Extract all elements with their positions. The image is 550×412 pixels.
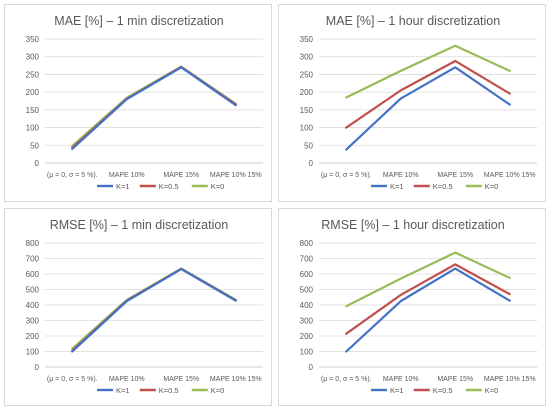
chart-rmse-1hour: RMSE [%] – 1 hour discretization 0 100 200 3… <box>278 208 546 406</box>
x-tick-label: (μ = 0, σ = 5 %). <box>321 376 372 383</box>
series-line-k-0-5 <box>345 263 511 335</box>
y-tick-label: 600 <box>300 270 314 279</box>
x-tick-label: MAPE 10% <box>109 172 145 179</box>
x-tick-label: (μ = 0, σ = 5 %). <box>47 376 98 383</box>
legend-label: K=0.5 <box>433 386 453 395</box>
y-tick-label: 400 <box>26 301 40 310</box>
chart-mae-1hour: MAE [%] – 1 hour discretization 0 50 100 150… <box>278 4 546 202</box>
x-tick-label: MAPE 10% <box>383 172 419 179</box>
x-tick-label: MAPE 10% 15% <box>210 376 262 383</box>
legend-label: K=1 <box>116 386 130 395</box>
y-tick-label: 100 <box>26 348 40 357</box>
x-tick-label: (μ = 0, σ = 5 %). <box>47 172 98 179</box>
y-tick-label: 200 <box>300 88 314 97</box>
x-tick-label: MAPE 10% 15% <box>210 172 262 179</box>
series-line-k-0-5 <box>71 65 237 149</box>
chart-title: MAE [%] – 1 min discretization <box>54 14 224 28</box>
y-tick-label: 250 <box>300 70 314 79</box>
y-tick-label: 0 <box>309 159 314 168</box>
y-tick-label: 500 <box>26 286 40 295</box>
legend-label: K=0.5 <box>433 182 453 191</box>
chart-svg: RMSE [%] – 1 min discretization 0 100 200 30… <box>26 218 263 395</box>
y-tick-label: 200 <box>300 332 314 341</box>
y-tick-label: 0 <box>35 363 40 372</box>
x-tick-label: MAPE 10% 15% <box>484 172 536 179</box>
y-tick-label: 800 <box>26 239 40 248</box>
y-tick-label: 0 <box>309 363 314 372</box>
legend-label: K=0 <box>485 182 499 191</box>
y-tick-label: 300 <box>300 317 314 326</box>
chart-rmse-1min: RMSE [%] – 1 min discretization 0 100 200 30… <box>4 208 272 406</box>
chart-title: MAE [%] – 1 hour discretization <box>326 14 500 28</box>
y-tick-label: 350 <box>300 35 314 44</box>
chart-title: RMSE [%] – 1 hour discretization <box>321 218 504 232</box>
series-line-k-1 <box>345 267 511 353</box>
series-line-k-0-5 <box>71 267 237 352</box>
y-tick-label: 300 <box>300 53 314 62</box>
x-tick-label: MAPE 15% <box>437 376 473 383</box>
x-tick-label: (μ = 0, σ = 5 %). <box>321 172 372 179</box>
y-tick-label: 50 <box>304 141 313 150</box>
chart-svg: RMSE [%] – 1 hour discretization 0 100 200 3… <box>300 218 537 395</box>
legend-label: K=1 <box>390 386 404 395</box>
x-tick-label: MAPE 15% <box>163 376 199 383</box>
legend-label: K=0.5 <box>159 386 179 395</box>
y-tick-label: 300 <box>26 53 40 62</box>
y-tick-label: 350 <box>26 35 40 44</box>
y-tick-label: 300 <box>26 317 40 326</box>
y-tick-label: 200 <box>26 332 40 341</box>
y-tick-label: 200 <box>26 88 40 97</box>
series-line-k-1 <box>71 267 237 353</box>
y-tick-label: 250 <box>26 70 40 79</box>
legend-label: K=1 <box>390 182 404 191</box>
series-line-k-0 <box>71 267 237 350</box>
x-tick-label: MAPE 10% 15% <box>484 376 536 383</box>
series-line-k-0 <box>345 251 511 308</box>
y-tick-label: 100 <box>300 348 314 357</box>
series-line-k-0-5 <box>345 59 511 129</box>
y-tick-label: 100 <box>26 124 40 133</box>
y-tick-label: 150 <box>26 106 40 115</box>
legend-label: K=0 <box>211 182 225 191</box>
chart-svg: MAE [%] – 1 hour discretization 0 50 100 150… <box>300 14 537 191</box>
x-tick-label: MAPE 15% <box>163 172 199 179</box>
chart-svg: MAE [%] – 1 min discretization 0 50 100 150 2… <box>26 14 263 191</box>
x-tick-label: MAPE 10% <box>383 376 419 383</box>
y-tick-label: 150 <box>300 106 314 115</box>
series-line-k-1 <box>71 66 237 150</box>
y-tick-label: 100 <box>300 124 314 133</box>
x-tick-label: MAPE 15% <box>437 172 473 179</box>
y-tick-label: 600 <box>26 270 40 279</box>
series-line-k-0 <box>345 44 511 99</box>
y-tick-label: 500 <box>300 286 314 295</box>
legend-label: K=1 <box>116 182 130 191</box>
y-tick-label: 800 <box>300 239 314 248</box>
legend-label: K=0 <box>211 386 225 395</box>
y-tick-label: 400 <box>300 301 314 310</box>
series-line-k-0 <box>71 65 237 148</box>
y-tick-label: 700 <box>26 255 40 264</box>
chart-mae-1min: MAE [%] – 1 min discretization 0 50 100 150 2… <box>4 4 272 202</box>
y-tick-label: 50 <box>30 141 39 150</box>
chart-title: RMSE [%] – 1 min discretization <box>50 218 229 232</box>
y-tick-label: 0 <box>35 159 40 168</box>
y-tick-label: 700 <box>300 255 314 264</box>
legend-label: K=0 <box>485 386 499 395</box>
x-tick-label: MAPE 10% <box>109 376 145 383</box>
legend-label: K=0.5 <box>159 182 179 191</box>
series-line-k-1 <box>345 66 511 151</box>
